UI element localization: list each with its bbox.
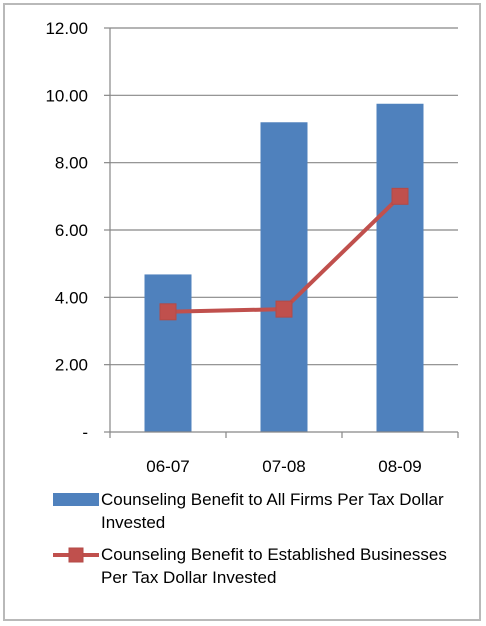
- x-tick-label: 07-08: [262, 457, 305, 476]
- y-tick-label: 10.00: [45, 86, 88, 105]
- x-tick-label: 08-09: [378, 457, 421, 476]
- bar-08-09: [376, 103, 424, 432]
- line-marker-08-09: [391, 187, 409, 205]
- legend-label-line: Counseling Benefit to Established Busine…: [101, 545, 447, 587]
- y-axis-tick-labels: - 2.00 4.00 6.00 8.00 10.00 12.00: [45, 19, 88, 442]
- y-tick-label: 2.00: [55, 356, 88, 375]
- axes: [104, 27, 459, 438]
- y-tick-label: 4.00: [55, 288, 88, 307]
- bar-07-08: [260, 122, 308, 433]
- legend-swatch-bar: [53, 493, 99, 506]
- line-marker-07-08: [275, 300, 293, 318]
- y-tick-label: 6.00: [55, 221, 88, 240]
- bar-series: [144, 103, 424, 433]
- y-tick-label: 12.00: [45, 19, 88, 38]
- x-axis-tick-labels: 06-07 07-08 08-09: [146, 457, 421, 476]
- y-tick-label: -: [82, 423, 88, 442]
- y-tick-label: 8.00: [55, 154, 88, 173]
- line-marker-06-07: [159, 303, 177, 321]
- legend-label-bar: Counseling Benefit to All Firms Per Tax …: [101, 490, 444, 532]
- line-series: [159, 187, 409, 321]
- bar-06-07: [144, 274, 192, 432]
- x-tick-label: 06-07: [146, 457, 189, 476]
- legend-swatch-line: [53, 547, 99, 563]
